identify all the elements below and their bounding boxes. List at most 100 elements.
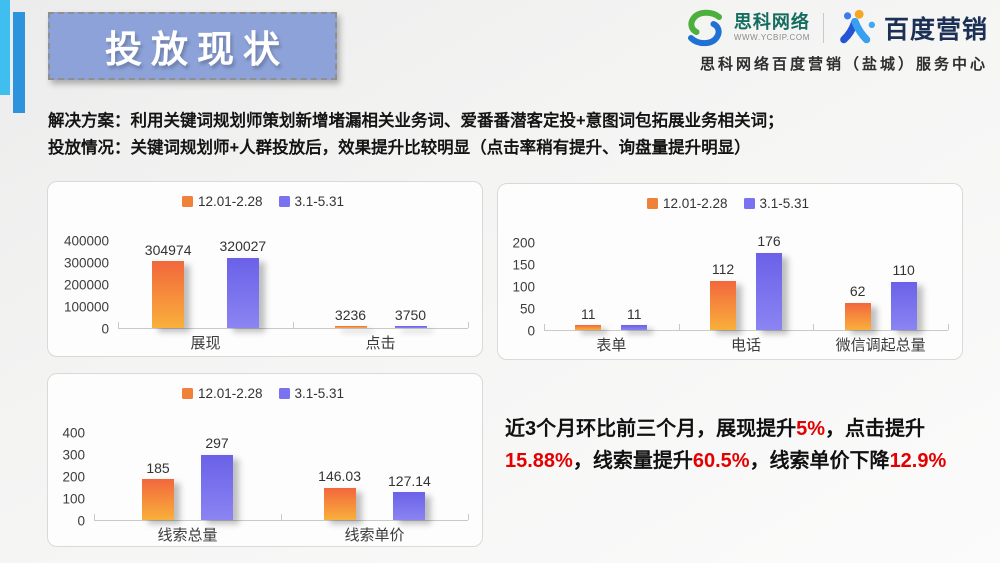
bar-wrap: 110: [890, 262, 917, 330]
text-segment: 60.5%: [692, 450, 750, 472]
bar-value-label: 320027: [219, 238, 267, 255]
axis-tick: [468, 322, 469, 328]
legend-label: 12.01-2.28: [197, 385, 263, 401]
left-accent-bar-cyan: [0, 0, 10, 95]
category-label: 点击: [365, 335, 396, 352]
bar-value-label: 110: [892, 262, 915, 279]
axis-tick: [678, 324, 680, 330]
axis-tick: [813, 324, 815, 330]
y-axis-tick-label: 200: [512, 235, 535, 251]
chart-body: 400 300 200 100 0 185 297 146.03 127.14: [58, 407, 469, 527]
legend-swatch-icon: [181, 195, 193, 207]
legend-item: 12.01-2.28: [646, 195, 728, 211]
bar: [890, 281, 917, 330]
legend-swatch-icon: [743, 197, 755, 209]
bar: [394, 326, 427, 328]
bar-wrap: 185: [142, 459, 174, 520]
y-axis: 400 300 200 100 0: [58, 426, 94, 527]
bar-wrap: 304974: [144, 241, 192, 328]
bar: [152, 260, 185, 328]
y-axis: 400000 300000 200000 100000 0: [58, 234, 118, 335]
y-axis-tick-label: 0: [101, 321, 109, 337]
bar-value-label: 3750: [394, 306, 427, 323]
y-axis: 200 150 100 50 0: [508, 236, 544, 337]
y-axis-tick-label: 100000: [63, 299, 109, 315]
bar: [575, 325, 602, 330]
y-axis-tick-label: 300: [62, 447, 85, 463]
bar-value-label: 176: [757, 233, 781, 250]
bar-wrap: 112: [710, 261, 736, 330]
chart-conversion-channels: 12.01-2.28 3.1-5.31 200 150 100 50 0 11 11 112 1…: [497, 183, 963, 360]
text-segment: 解决方案：: [48, 112, 131, 130]
bar-value-label: 62: [849, 283, 866, 300]
legend-label: 3.1-5.31: [294, 385, 345, 401]
y-axis-tick-label: 400: [62, 425, 85, 441]
bar-wrap: 11: [621, 306, 648, 330]
bar-wrap: 3750: [394, 306, 427, 328]
bar: [226, 257, 259, 328]
bar-group: 11 11: [544, 217, 679, 330]
category-axis: 线索总量 线索单价: [58, 521, 468, 548]
bar: [844, 302, 871, 330]
bar-value-label: 185: [146, 459, 170, 476]
bar: [201, 454, 233, 520]
chart-legend: 12.01-2.28 3.1-5.31: [508, 193, 948, 213]
chart-leads-volume-price: 12.01-2.28 3.1-5.31 400 300 200 100 0 185 297 1…: [47, 373, 483, 547]
axis-tick: [293, 322, 294, 328]
bar-group: 146.03 127.14: [281, 407, 468, 520]
legend-label: 12.01-2.28: [662, 195, 728, 211]
page-title: 投放现状: [105, 29, 289, 70]
plot-area: 185 297 146.03 127.14: [94, 407, 469, 521]
solution-line: 解决方案：利用关键词规划师策划新增堵漏相关业务词、爱番番潜客定投+意图词包拓展业…: [48, 108, 958, 135]
bar-wrap: 320027: [219, 238, 267, 328]
text-segment: ，线索单价下降: [749, 450, 890, 472]
text-segment: 投放情况：: [48, 138, 131, 157]
bar: [334, 326, 367, 328]
bar-wrap: 3236: [334, 307, 367, 328]
text-segment: 关键词规划师+人群投放后，效果提升比较明显（点击率稍有提升、: [130, 138, 619, 157]
bar-group: 185 297: [94, 407, 281, 520]
legend-item: 3.1-5.31: [743, 195, 810, 211]
axis-tick: [281, 514, 282, 520]
axis-tick: [94, 514, 95, 520]
axis-tick: [118, 322, 119, 328]
text-segment: 5%: [796, 418, 826, 440]
y-axis-tick-label: 50: [519, 301, 535, 317]
axis-tick: [468, 514, 469, 520]
sike-network-url: WWW.YCBIP.COM: [733, 33, 810, 43]
plot-area: 304974 320027 3236 3750: [118, 215, 469, 329]
plot-area: 11 11 112 176 62 110: [544, 217, 949, 331]
summary-text: 近3个月环比前三个月，展现提升5%，点击提升 15.88%，线索量提升60.5%，…: [505, 413, 967, 477]
chart-legend: 12.01-2.28 3.1-5.31: [58, 383, 468, 403]
service-center-subtitle: 思科网络百度营销（盐城）服务中心: [699, 56, 988, 73]
bar-wrap: 62: [844, 283, 871, 330]
category-label: 展现: [190, 335, 221, 352]
bar-group: 3236 3750: [293, 215, 468, 328]
sike-network-logo-icon: [687, 9, 722, 47]
y-axis-tick-label: 300000: [63, 255, 109, 271]
legend-label: 3.1-5.31: [759, 195, 810, 211]
text-segment: 15.88%: [505, 450, 573, 472]
text-segment: ，点击提升: [825, 418, 926, 440]
legend-item: 12.01-2.28: [181, 193, 263, 209]
brand-block: 思科网络 WWW.YCBIP.COM 百度营销 思科网络百度营销（盐城）服务中心: [685, 8, 988, 74]
y-axis-tick-label: 200: [62, 469, 85, 485]
bar-wrap: 176: [756, 233, 782, 330]
bar-value-label: 304974: [144, 241, 192, 258]
bar: [142, 479, 174, 520]
logo-row: 思科网络 WWW.YCBIP.COM 百度营销: [685, 8, 988, 48]
bar-group: 304974 320027: [118, 215, 293, 328]
text-segment: ，线索量提升: [572, 450, 693, 472]
chart-body: 400000 300000 200000 100000 0 304974 320027 32…: [58, 215, 469, 335]
bar: [393, 492, 426, 520]
y-axis-tick-label: 150: [512, 257, 535, 273]
y-axis-tick-label: 0: [77, 513, 85, 529]
y-axis-tick-label: 100: [62, 491, 85, 507]
y-axis-tick-label: 200000: [63, 277, 109, 293]
bar-wrap: 127.14: [388, 473, 431, 520]
logo-divider: [822, 13, 824, 43]
text-segment: ）: [734, 138, 751, 157]
y-axis-tick-label: 0: [527, 323, 535, 339]
legend-label: 12.01-2.28: [197, 193, 263, 209]
bar-wrap: 11: [575, 306, 602, 330]
